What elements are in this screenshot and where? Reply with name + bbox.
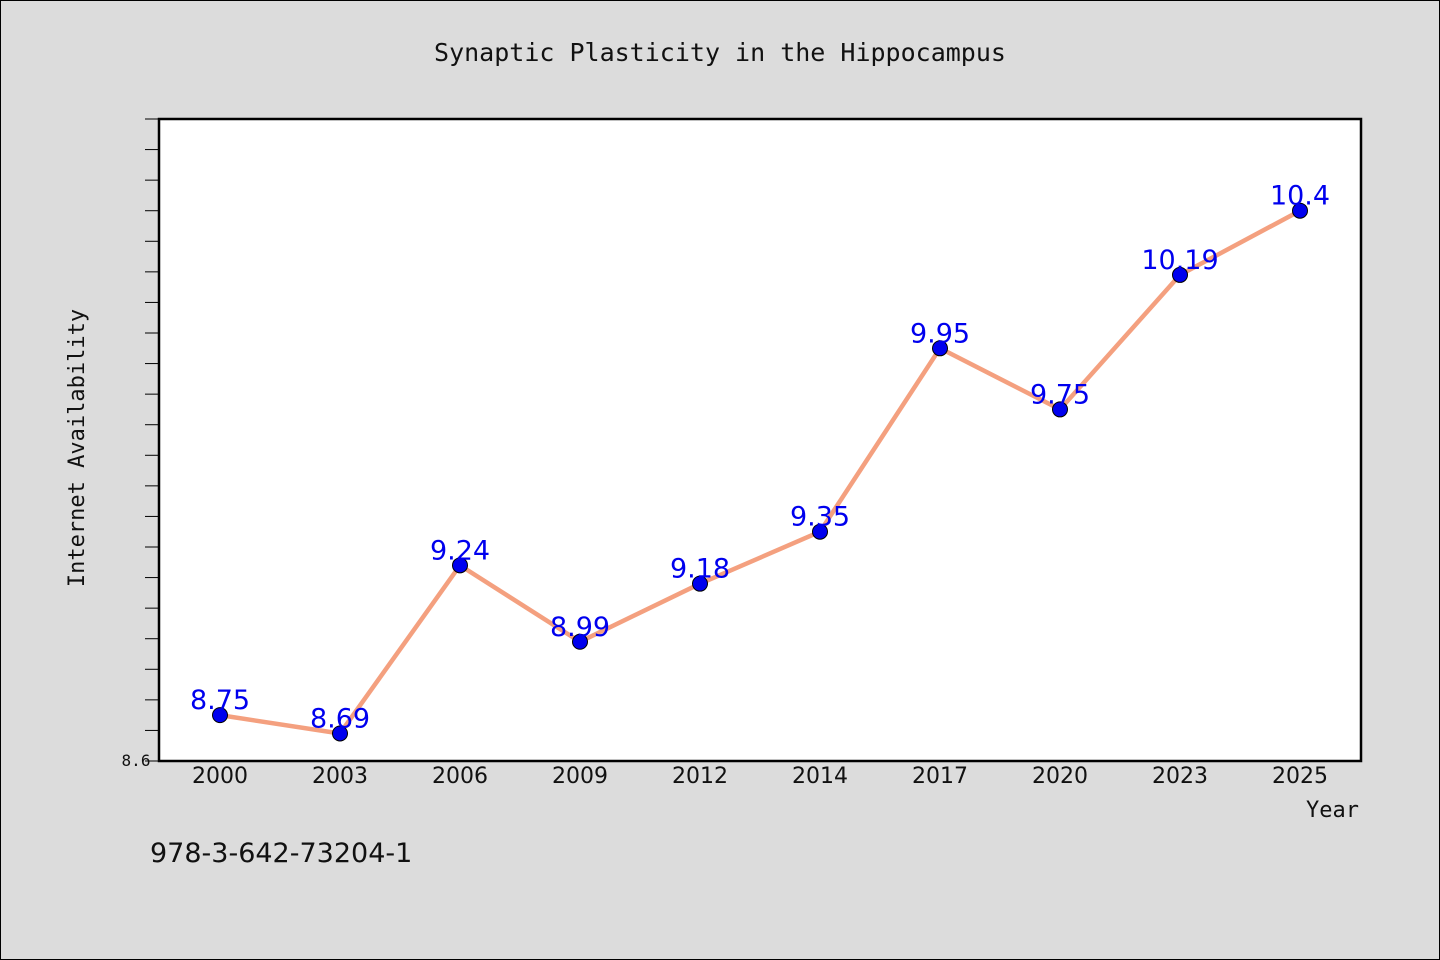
data-point [572, 633, 588, 650]
x-tick-label: 2000 [192, 764, 248, 789]
x-tick-label: 2023 [1152, 764, 1208, 789]
data-point [1292, 202, 1308, 219]
x-tick-label: 2017 [912, 764, 968, 789]
data-point [212, 707, 228, 724]
x-axis-label: Year [1306, 798, 1359, 823]
x-tick-label: 2003 [312, 764, 368, 789]
data-label: 8.69 [310, 703, 370, 734]
data-label: 10.19 [1141, 245, 1218, 276]
data-point [932, 340, 948, 357]
data-point [1052, 401, 1068, 418]
data-label: 9.18 [670, 554, 730, 585]
y-axis-ticks [145, 118, 159, 762]
plot-area [157, 117, 1363, 763]
isbn-text: 978-3-642-73204-1 [150, 838, 412, 869]
data-label: 8.99 [550, 612, 610, 643]
series-line [217, 208, 1303, 736]
data-point [452, 557, 468, 574]
data-point [1172, 266, 1188, 283]
y-tick-label: 8.6 [122, 751, 151, 770]
x-tick-label: 2014 [792, 764, 848, 789]
data-label: 9.95 [910, 318, 970, 349]
x-tick-label: 2006 [432, 764, 488, 789]
x-axis-tick-labels: 2000 2003 2006 2009 2012 2014 2017 2020 2023 2025 [192, 764, 1328, 789]
x-tick-label: 2020 [1032, 764, 1088, 789]
data-label: 8.75 [190, 685, 250, 716]
series-markers [212, 202, 1308, 742]
data-labels: 8.75 8.69 9.24 8.99 9.18 9.35 9.95 9.75 10.19 10.… [190, 181, 1330, 735]
data-label: 9.75 [1030, 379, 1090, 410]
data-point [812, 523, 828, 540]
x-tick-label: 2012 [672, 764, 728, 789]
data-label: 9.35 [790, 502, 850, 533]
chart-title: Synaptic Plasticity in the Hippocampus [434, 38, 1006, 67]
data-label: 9.24 [430, 535, 490, 566]
data-label: 10.4 [1270, 181, 1330, 212]
x-tick-label: 2025 [1272, 764, 1328, 789]
data-point [332, 725, 348, 742]
data-point [692, 575, 708, 592]
y-axis-label: Internet Availability [65, 309, 90, 587]
x-tick-label: 2009 [552, 764, 608, 789]
